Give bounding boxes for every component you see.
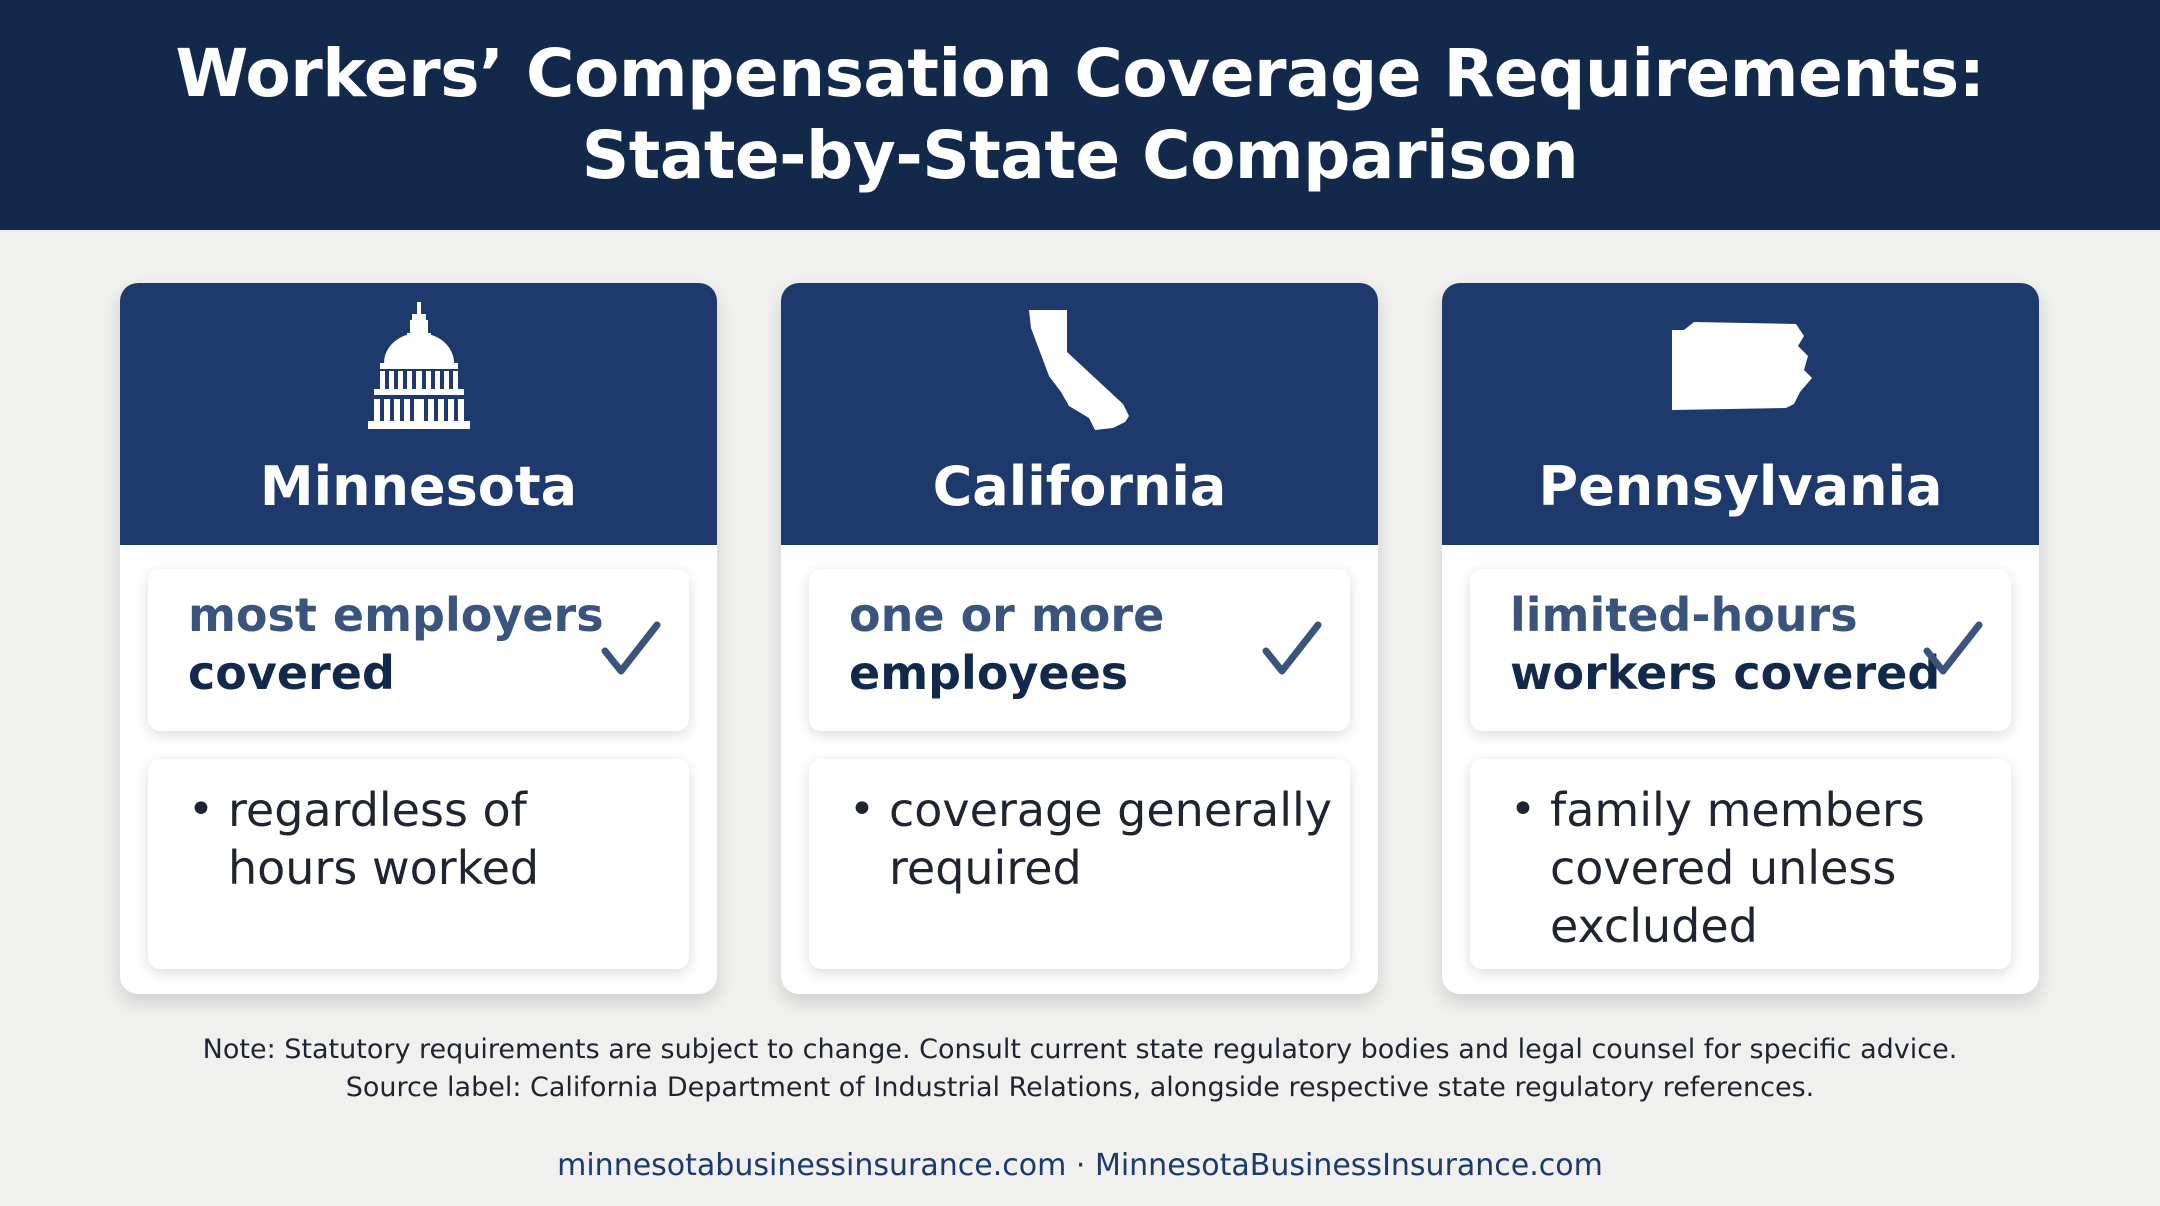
page-title-line-1: Workers’ Compensation Coverage Requireme…	[175, 35, 1985, 112]
card-header: Pennsylvania	[1442, 283, 2039, 545]
checkmark-icon	[1923, 621, 1983, 675]
capitol-dome-icon	[120, 302, 717, 433]
checkmark-icon	[1262, 621, 1322, 675]
state-card-minnesota: Minnesota most employers covered • regar…	[120, 283, 717, 994]
source-label: Source label: California Department of I…	[345, 1072, 1815, 1103]
bullet-icon: •	[1510, 784, 1536, 835]
california-map-icon	[781, 303, 1378, 433]
detail-line: coverage generally	[889, 783, 1333, 837]
card-header: California	[781, 283, 1378, 545]
card-header: Minnesota	[120, 283, 717, 545]
coverage-claim-box: limited-hours workers covered	[1470, 569, 2011, 731]
detail-line: family members	[1550, 783, 1925, 837]
disclaimer-note: Note: Statutory requirements are subject…	[202, 1034, 1958, 1065]
detail-line: regardless of	[228, 783, 527, 837]
coverage-detail-box: • coverage generally required	[809, 759, 1350, 969]
detail-line: required	[889, 841, 1082, 895]
bullet-icon: •	[188, 784, 214, 835]
claim-line-2: employees	[849, 646, 1129, 700]
claim-line-1: limited-hours	[1510, 588, 1858, 642]
footer-website: minnesotabusinessinsurance.com · Minneso…	[557, 1148, 1603, 1183]
state-name: Minnesota	[259, 455, 578, 518]
state-name: Pennsylvania	[1538, 455, 1943, 518]
detail-line: hours worked	[228, 841, 540, 895]
claim-line-2: covered	[188, 646, 395, 700]
coverage-claim-box: most employers covered	[148, 569, 689, 731]
state-card-california: California one or more employees • cover…	[781, 283, 1378, 994]
bullet-icon: •	[849, 784, 875, 835]
pennsylvania-map-icon	[1442, 303, 2039, 433]
checkmark-icon	[601, 621, 661, 675]
claim-line-1: one or more	[849, 588, 1165, 642]
page-title-line-2: State-by-State Comparison	[581, 117, 1579, 194]
detail-line: covered unless	[1550, 841, 1897, 895]
page-header: Workers’ Compensation Coverage Requireme…	[0, 0, 2160, 230]
claim-line-1: most employers	[188, 588, 604, 642]
detail-line: excluded	[1550, 899, 1758, 953]
coverage-detail-box: • regardless of hours worked	[148, 759, 689, 969]
state-card-pennsylvania: Pennsylvania limited-hours workers cover…	[1442, 283, 2039, 994]
state-name: California	[932, 455, 1227, 518]
claim-line-2: workers covered	[1510, 646, 1941, 700]
coverage-detail-box: • family members covered unless excluded	[1470, 759, 2011, 969]
coverage-claim-box: one or more employees	[809, 569, 1350, 731]
